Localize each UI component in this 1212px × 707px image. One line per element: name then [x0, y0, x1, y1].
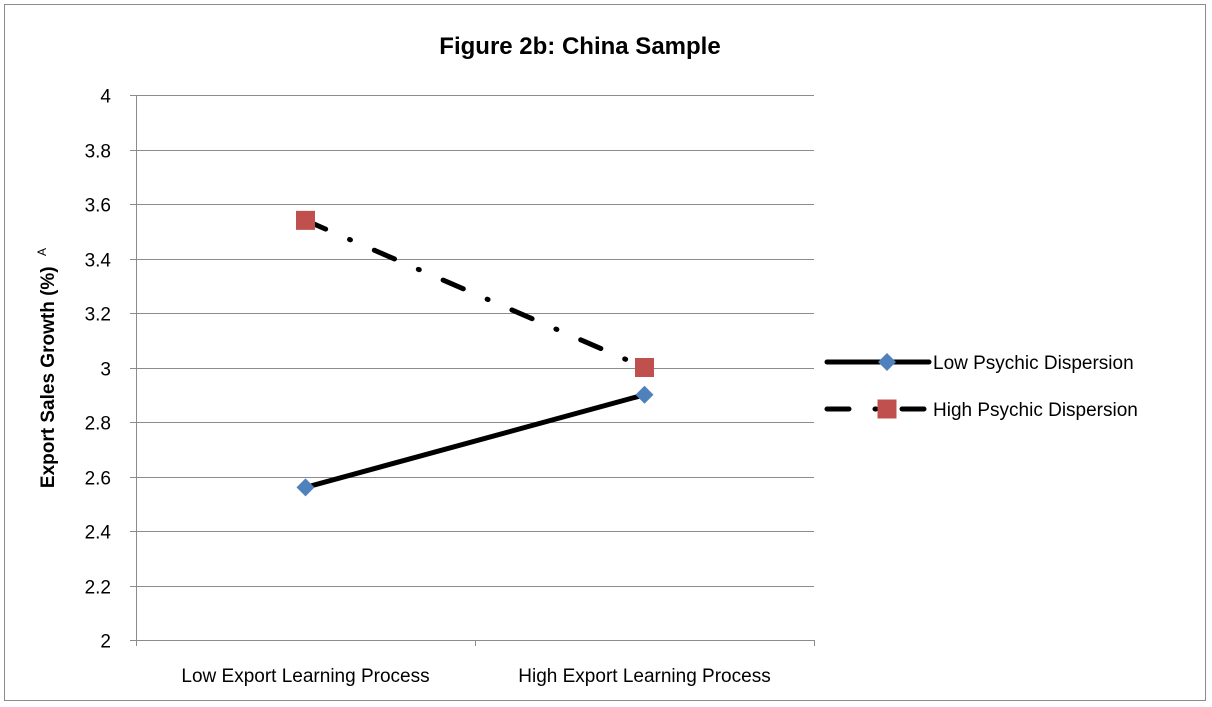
- y-tick-label: 2.2: [85, 578, 111, 599]
- series-layer: [296, 210, 654, 497]
- y-tick-labels: 2 2.2 2.4 2.6 2.8 3 3.2 3.4 3.6 3.8 4: [85, 87, 112, 653]
- y-tick-label: 3: [100, 360, 111, 381]
- x-category-label: High Export Learning Process: [518, 666, 770, 687]
- y-tick-label: 3.6: [85, 196, 111, 217]
- series-line: [303, 217, 647, 370]
- y-tick-label: 2: [100, 632, 111, 653]
- data-point-marker: [635, 385, 654, 404]
- y-axis-label-superscript: A: [35, 248, 49, 256]
- series-line: [303, 392, 647, 490]
- chart-frame: [4, 4, 1206, 701]
- legend-swatch-marker: [878, 353, 896, 371]
- y-tick-label: 3.2: [85, 305, 111, 326]
- svg-text:Export Sales Growth (%): Export Sales Growth (%) A: [35, 248, 59, 488]
- series-group: [296, 210, 654, 377]
- x-category-labels: Low Export Learning Process High Export L…: [181, 666, 770, 687]
- y-tick-label: 2.8: [85, 414, 111, 435]
- legend-label: High Psychic Dispersion: [933, 400, 1138, 421]
- legend-swatch-marker: [877, 399, 897, 419]
- data-point-marker: [296, 478, 315, 497]
- y-axis-label-group: Export Sales Growth (%) A: [35, 248, 59, 488]
- y-tick-label: 4: [100, 87, 111, 108]
- legend-item: Low Psychic Dispersion: [824, 353, 1134, 374]
- y-tick-label: 3.4: [85, 251, 112, 272]
- legend-item: High Psychic Dispersion: [824, 399, 1138, 421]
- data-point-marker: [635, 358, 654, 377]
- y-tick-label: 2.6: [85, 469, 111, 490]
- y-tick-label: 3.8: [85, 142, 111, 163]
- y-axis-label: Export Sales Growth (%): [38, 266, 59, 488]
- data-point-marker: [296, 210, 315, 230]
- chart-title: Figure 2b: China Sample: [439, 33, 720, 60]
- y-tick-label: 2.4: [85, 523, 112, 544]
- grid-lines: [136, 95, 814, 641]
- series-group: [296, 385, 654, 497]
- axes: [130, 95, 815, 646]
- x-category-label: Low Export Learning Process: [181, 666, 429, 687]
- legend-label: Low Psychic Dispersion: [933, 353, 1134, 374]
- legend: Low Psychic Dispersion High Psychic Dispe…: [824, 353, 1138, 421]
